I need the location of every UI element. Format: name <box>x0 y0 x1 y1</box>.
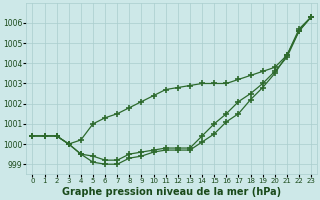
X-axis label: Graphe pression niveau de la mer (hPa): Graphe pression niveau de la mer (hPa) <box>62 187 281 197</box>
